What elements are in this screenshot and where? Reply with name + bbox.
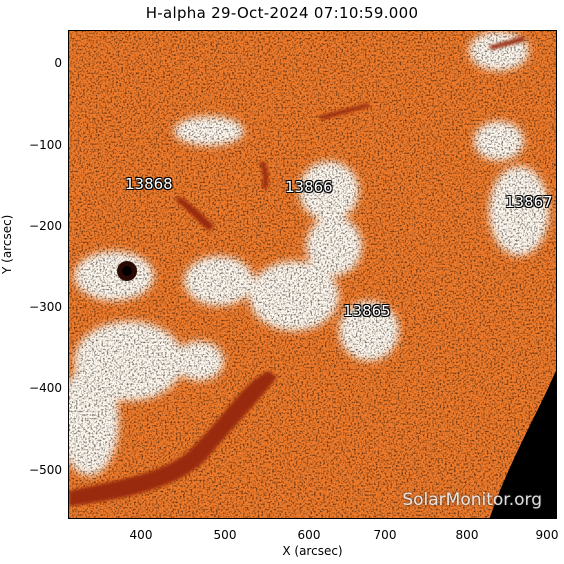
region-label-13867[interactable]: 13867: [505, 193, 553, 211]
x-tick-label: 600: [297, 528, 321, 542]
y-tick-label: 0: [54, 56, 62, 70]
space-beyond-limb: [489, 370, 556, 518]
y-tick-label: −400: [29, 381, 62, 395]
watermark: SolarMonitor.org: [402, 490, 542, 510]
region-label-13865[interactable]: 13865: [343, 302, 391, 320]
region-label-13866[interactable]: 13866: [285, 178, 333, 196]
x-axis-label: X (arcsec): [282, 544, 343, 558]
y-tick-label: −100: [29, 138, 62, 152]
region-label-13868[interactable]: 13868: [125, 175, 173, 193]
y-axis-label: Y (arcsec): [0, 214, 14, 274]
x-tick-label: 900: [535, 528, 559, 542]
filaments: [69, 36, 525, 506]
x-tick-label: 800: [455, 528, 479, 542]
x-tick-label: 400: [129, 528, 153, 542]
y-tick-label: −200: [29, 219, 62, 233]
sunspot-umbra: [122, 266, 132, 276]
solar-image-frame[interactable]: 13868 13866 13867 13865 SolarMonitor.org: [68, 30, 557, 519]
x-tick-label: 500: [213, 528, 237, 542]
image-title: H-alpha 29-Oct-2024 07:10:59.000: [145, 4, 419, 22]
y-tick-label: −300: [29, 300, 62, 314]
texture-overlay: [69, 31, 556, 518]
solar-halpha-image: [69, 31, 556, 518]
x-tick-label: 700: [373, 528, 397, 542]
y-tick-label: −500: [29, 463, 62, 477]
